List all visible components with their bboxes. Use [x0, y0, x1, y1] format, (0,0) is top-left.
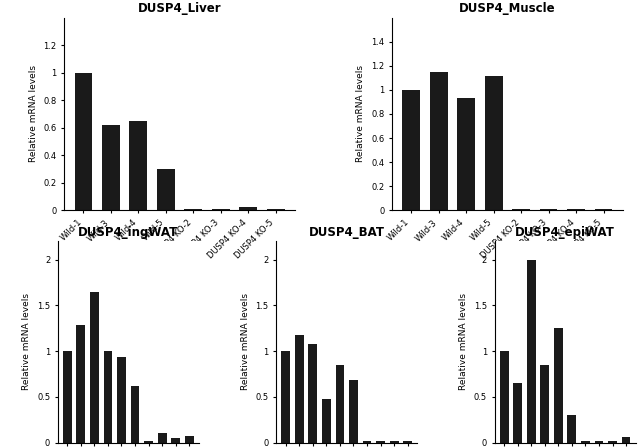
Bar — [281, 351, 290, 443]
Y-axis label: Relative mRNA levels: Relative mRNA levels — [22, 293, 31, 391]
Bar — [554, 328, 563, 443]
Bar — [499, 351, 508, 443]
Bar — [90, 291, 99, 443]
Bar — [63, 351, 72, 443]
Bar — [185, 436, 194, 443]
Bar — [349, 380, 358, 443]
Bar — [568, 415, 577, 443]
Y-axis label: Relative mRNA levels: Relative mRNA levels — [29, 65, 38, 163]
Bar — [376, 441, 385, 443]
Bar — [527, 260, 535, 443]
Bar — [540, 209, 557, 210]
Title: DUSP4_epiWAT: DUSP4_epiWAT — [515, 226, 615, 239]
Bar — [403, 90, 420, 210]
Y-axis label: Relative mRNA levels: Relative mRNA levels — [241, 293, 250, 391]
Bar — [336, 365, 344, 443]
Bar — [512, 209, 530, 210]
Bar — [295, 335, 304, 443]
Bar — [157, 169, 175, 210]
Bar — [594, 209, 612, 210]
Bar — [158, 434, 166, 443]
Bar — [581, 441, 590, 443]
Bar — [608, 441, 617, 443]
Bar — [594, 441, 603, 443]
Bar — [76, 325, 85, 443]
Bar — [171, 438, 180, 443]
Bar — [541, 365, 549, 443]
Bar — [322, 399, 331, 443]
Bar — [567, 209, 585, 210]
Title: DUSP4_Liver: DUSP4_Liver — [138, 2, 221, 15]
Title: DUSP4_ingWAT: DUSP4_ingWAT — [78, 226, 178, 239]
Bar — [212, 209, 230, 210]
Y-axis label: Relative mRNA levels: Relative mRNA levels — [356, 65, 365, 163]
Bar — [429, 72, 447, 210]
Bar — [184, 209, 202, 210]
Bar — [74, 73, 92, 210]
Bar — [308, 344, 317, 443]
Bar — [403, 441, 412, 443]
Bar — [130, 121, 147, 210]
Y-axis label: Relative mRNA levels: Relative mRNA levels — [459, 293, 468, 391]
Bar — [102, 125, 120, 210]
Title: DUSP4_BAT: DUSP4_BAT — [309, 226, 385, 239]
Bar — [485, 76, 503, 210]
Bar — [144, 441, 153, 443]
Bar — [117, 358, 126, 443]
Bar — [239, 207, 257, 210]
Bar — [514, 383, 522, 443]
Bar — [363, 441, 372, 443]
Bar — [130, 386, 139, 443]
Bar — [267, 209, 284, 210]
Bar — [103, 351, 112, 443]
Bar — [390, 441, 399, 443]
Title: DUSP4_Muscle: DUSP4_Muscle — [459, 2, 556, 15]
Bar — [457, 98, 475, 210]
Bar — [621, 437, 630, 443]
